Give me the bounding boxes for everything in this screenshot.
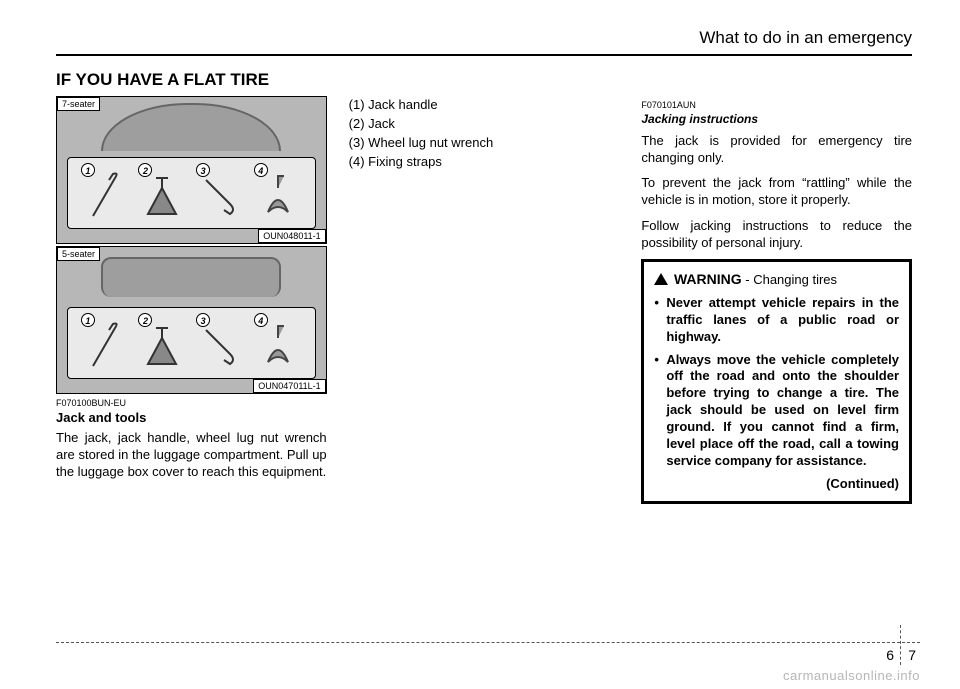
legend-item: (1) Jack handle xyxy=(349,96,620,115)
column-3: F070101AUN Jacking instructions The jack… xyxy=(641,96,912,504)
warning-heading: WARNING - Changing tires xyxy=(654,270,899,289)
figure-variant-label: 5-seater xyxy=(57,247,100,261)
chapter-title: What to do in an emergency xyxy=(56,28,912,48)
page-number-section: 6 xyxy=(886,647,894,663)
footer-dash xyxy=(56,642,920,643)
warning-list: Never attempt vehicle repairs in the tra… xyxy=(654,295,899,470)
para-code: F070101AUN xyxy=(641,100,912,110)
legend-item: (3) Wheel lug nut wrench xyxy=(349,134,620,153)
warning-subtitle: - Changing tires xyxy=(745,272,837,287)
warning-label: WARNING xyxy=(674,271,742,287)
trunk-outline-icon xyxy=(101,257,281,297)
footer-vdash xyxy=(900,625,901,665)
subheading: Jack and tools xyxy=(56,410,327,425)
tool-wrench: 3 xyxy=(198,165,242,221)
warning-bullet: Always move the vehicle completely off t… xyxy=(654,352,899,470)
watermark: carmanualsonline.info xyxy=(783,668,920,683)
legend-item: (4) Fixing straps xyxy=(349,153,620,172)
tool-number: 4 xyxy=(254,313,268,327)
tool-inset: 1 2 3 4 xyxy=(67,307,316,379)
legend-item: (2) Jack xyxy=(349,115,620,134)
tool-jack: 2 xyxy=(140,165,184,221)
tool-straps: 4 xyxy=(256,315,300,371)
page-number-page: 7 xyxy=(908,647,916,663)
body-paragraph: The jack is provided for emergency tire … xyxy=(641,132,912,166)
tool-number: 4 xyxy=(254,163,268,177)
subsection-title: Jacking instructions xyxy=(641,112,912,126)
column-1: 7-seater 1 2 3 4 xyxy=(56,96,327,504)
warning-triangle-icon xyxy=(654,273,668,285)
figure-5-seater: 5-seater 1 2 3 4 xyxy=(56,246,327,394)
tool-jack-handle: 1 xyxy=(83,165,127,221)
warning-box: WARNING - Changing tires Never attempt v… xyxy=(641,259,912,504)
tool-straps: 4 xyxy=(256,165,300,221)
tool-jack-handle: 1 xyxy=(83,315,127,371)
warning-bullet: Never attempt vehicle repairs in the tra… xyxy=(654,295,899,346)
trunk-outline-icon xyxy=(101,103,281,151)
figure-7-seater: 7-seater 1 2 3 4 xyxy=(56,96,327,244)
tool-inset: 1 2 3 4 xyxy=(67,157,316,229)
para-code: F070100BUN-EU xyxy=(56,398,327,408)
tool-number: 1 xyxy=(81,313,95,327)
columns: 7-seater 1 2 3 4 xyxy=(56,96,912,504)
figure-variant-label: 7-seater xyxy=(57,97,100,111)
rule xyxy=(56,54,912,56)
figure-code-label: OUN047011L-1 xyxy=(253,379,325,393)
tool-jack: 2 xyxy=(140,315,184,371)
continued-label: (Continued) xyxy=(654,476,899,493)
tool-wrench: 3 xyxy=(198,315,242,371)
body-paragraph: Follow jacking instructions to reduce th… xyxy=(641,217,912,251)
tool-number: 1 xyxy=(81,163,95,177)
column-2: (1) Jack handle (2) Jack (3) Wheel lug n… xyxy=(349,96,620,504)
body-paragraph: To prevent the jack from “rattling” whil… xyxy=(641,174,912,208)
section-title: IF YOU HAVE A FLAT TIRE xyxy=(56,70,912,90)
body-paragraph: The jack, jack handle, wheel lug nut wre… xyxy=(56,429,327,480)
figure-code-label: OUN048011-1 xyxy=(258,229,325,243)
